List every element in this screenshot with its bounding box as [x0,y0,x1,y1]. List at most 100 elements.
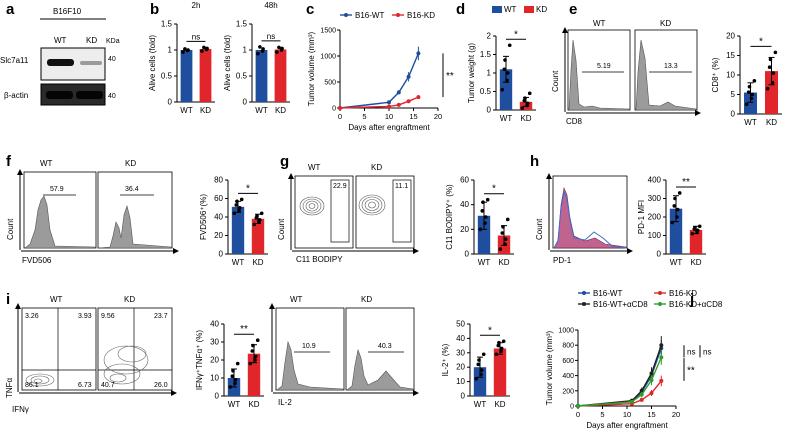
series-point [406,74,411,79]
panel-label-i: i [6,291,10,308]
data-point [494,352,499,357]
data-point [693,225,697,230]
chart-e-cd8: 0 5 10 15 20 CD8⁺ (%) WT KD * [711,32,782,127]
data-point [257,217,262,222]
il2-histogram-kd [346,348,414,391]
x-tick-label: KD [766,118,777,127]
histogram-wt [24,195,96,249]
quadrant-ur-kd: 23.7 [154,313,168,320]
y-tick-label: 0 [168,98,173,107]
y-tick-label: 5 [731,90,736,99]
data-point [261,47,265,51]
data-point [258,45,262,49]
hist-label-wt: WT [40,159,53,168]
series-point [659,378,664,383]
protein-label-slc7a11: Slc7a11 [0,56,29,65]
series-point [649,371,654,376]
data-point [478,227,483,232]
legend-label: B16-KD [669,289,697,298]
data-point [239,197,244,202]
chart-i-il2: 0 10 20 30 40 50 IL-2⁺ (%) WT KD * [441,320,510,409]
data-point [233,381,237,386]
series-point [629,399,634,404]
bar-kd [493,348,507,396]
x-tick-label: WT [232,258,245,267]
data-point [499,346,504,351]
bar-kd [689,229,703,254]
panel-label-g: g [280,153,289,170]
chart-title: 48h [264,1,277,10]
y-axis-label: PD-1 MFI [637,200,646,234]
data-point [765,86,770,91]
y-axis-label: Tumor weight (g) [467,43,476,104]
hist-label-wt: WT [593,19,606,28]
y-axis-label: FVD506⁺(%) [199,194,208,240]
panel-label-h: h [530,153,539,170]
panel-label-d: d [456,1,465,18]
data-point [183,47,187,51]
y-tick-label: 40 [214,213,223,222]
series-line [577,344,662,407]
significance-label: ** [446,71,454,82]
data-point [690,231,695,236]
y-tick-label: 10 [210,374,219,383]
data-point [750,92,755,97]
panel-label-f: f [6,153,12,170]
data-point [481,200,485,204]
significance-label: ns [267,32,275,41]
y-tick-label: 2 [487,32,492,41]
y-axis-label: Alive cells (fold) [223,35,232,91]
series-point [639,392,644,397]
y-tick-label: 1000 [558,328,574,335]
significance-label: * [514,29,518,40]
legend-label: KD [536,5,547,14]
y-tick-label: 600 [562,358,574,365]
histogram-kd [98,204,172,249]
y-tick-label: 0 [657,250,662,259]
histogram-wt-overlay [553,190,627,249]
x-tick-label: KD [200,106,211,115]
xaxis-fvd506: FVD506 [22,256,52,265]
panel-i-flow: i WT KD 3.26 3.93 86.1 6.73 9.56 23.7 40… [5,291,419,414]
data-point [181,50,185,54]
x-tick-label: 15 [647,410,655,419]
bar-kd [251,218,265,254]
series-point [639,397,644,402]
data-point [479,368,484,372]
data-point [672,204,677,208]
data-point [252,222,257,227]
legend-label: B16-WT [593,289,622,298]
data-point [230,374,235,379]
gate-value-kd: 13.3 [664,63,678,70]
y-tick-label: 60 [460,176,469,185]
legend-marker [582,291,586,295]
data-point [255,214,259,218]
histogram-wt [568,39,630,111]
y-tick-label: 1500 [320,28,336,35]
y-tick-label: 80 [214,176,223,185]
x-tick-label: 0 [576,410,580,419]
contour-label-kd: KD [371,163,382,172]
data-point [747,84,752,89]
chart-title: 2h [192,1,201,10]
xaxis-c11-bodipy: C11 BODIPY [296,255,343,264]
x-axis-label: Days after engraftment [586,421,668,430]
legend-label: B16-WT+αCD8 [593,300,648,309]
bar-wt [477,215,491,254]
panel-e-histograms: e WT KD 5.19 13.3 Count CD8 [551,1,701,126]
bar-kd [274,49,287,102]
y-tick-label: 0 [731,110,736,119]
data-point [277,45,281,50]
data-point [773,50,778,55]
gate-value-wt: 5.19 [597,63,611,70]
x-tick-label: KD [275,106,286,115]
xaxis-ifng: IFNγ [12,405,29,414]
data-point [476,362,481,367]
y-tick-label: 1 [487,69,492,78]
contour-wt [299,196,325,216]
y-tick-label: 0.5 [161,72,173,81]
yaxis-tnfa: TNFα [5,377,14,398]
cell-line-label: B16F10 [53,7,82,16]
gate-value-kd: 11.1 [395,183,408,190]
data-point [232,211,237,216]
